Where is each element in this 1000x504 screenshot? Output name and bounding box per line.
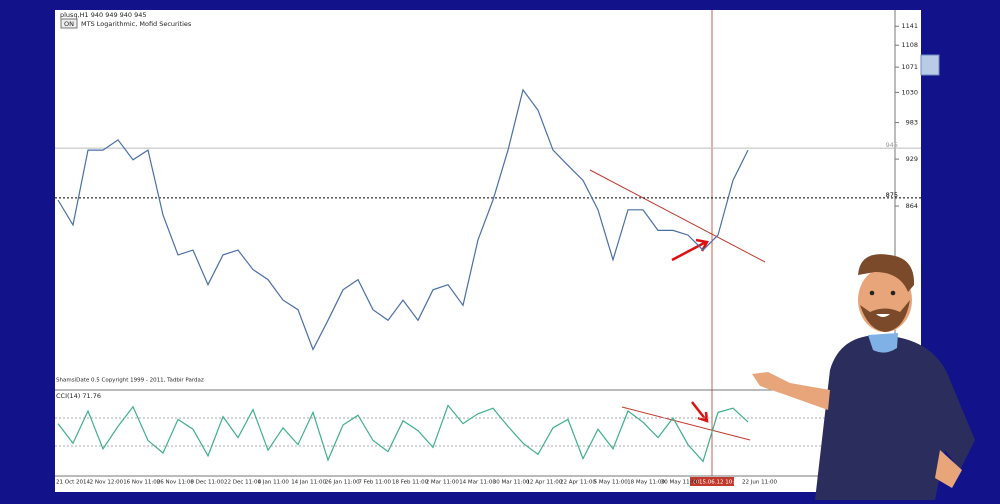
cursor-time: 2015.06.12 10:00 — [692, 480, 742, 486]
y-tick-label: 1108 — [901, 41, 918, 49]
on-button[interactable] — [60, 18, 78, 29]
y-tick-label: 864 — [906, 202, 918, 210]
arrow — [691, 401, 709, 423]
trendline — [621, 406, 751, 441]
button-label: ON — [64, 20, 74, 28]
x-tick-label: 14 Jan 11:00 — [291, 480, 326, 486]
y-tick-label: 1141 — [901, 22, 918, 30]
x-tick-label: 5 May 11:00 — [594, 480, 629, 486]
x-tick-label: 21 Oct 2014 — [56, 480, 91, 486]
x-tick-label: 18 Feb 11:00 — [392, 480, 429, 486]
level-label: 945 — [886, 141, 898, 149]
terminal — [55, 10, 921, 492]
level-label: 875 — [886, 191, 898, 199]
x-tick-label: 22 Dec 11:00 — [224, 480, 261, 486]
footer: ShamsiDate 0.5 Copyright 1999 - 2011, Ta… — [56, 378, 204, 384]
arrow — [671, 238, 709, 262]
x-tick-label: 8 Dec 11:00 — [190, 480, 224, 486]
x-tick-label: 26 Nov 11:00 — [157, 480, 195, 486]
x-tick-label: 4 Jan 11:00 — [258, 480, 290, 486]
cursor-time-box — [690, 477, 734, 486]
y-tick-label: 1030 — [901, 88, 918, 96]
chart-name: MTS Logarithmic, Mofid Securities — [81, 20, 192, 28]
x-tick-label: 18 May 11:00 — [627, 480, 665, 486]
x-tick-label: 26 Jan 11:00 — [325, 480, 360, 486]
x-tick-label: 30 Mar 11:00 — [493, 480, 530, 486]
y-tick-label: 929 — [906, 155, 918, 163]
scroll-button[interactable] — [920, 54, 940, 76]
character — [752, 254, 975, 500]
series-line — [57, 404, 749, 463]
y-tick-label: 1071 — [901, 63, 918, 71]
x-tick-label: 2 Nov 12:00 — [90, 480, 124, 486]
cci-label: CCI(14) 71.76 — [56, 392, 101, 400]
x-tick-label: 14 Mar 11:00 — [459, 480, 496, 486]
x-tick-label: 22 Jun 11:00 — [742, 480, 777, 486]
plot: 1141110810711030983929864945875100-10021… — [55, 22, 928, 486]
symbol-line: plusq,H1 940 949 940 945 — [60, 11, 147, 19]
x-tick-label: 2 Mar 11:00 — [426, 480, 460, 486]
y-tick-label: 983 — [906, 119, 918, 127]
x-tick-label: 12 Apr 11:00 — [526, 480, 562, 486]
x-tick-label: 22 Apr 11:00 — [560, 480, 596, 486]
x-tick-label: 7 Feb 11:00 — [358, 480, 391, 486]
trendline — [589, 169, 766, 263]
x-tick-label: 30 May 11:00 — [661, 480, 699, 486]
x-tick-label: 16 Nov 11:00 — [123, 480, 161, 486]
series-line — [57, 88, 749, 351]
